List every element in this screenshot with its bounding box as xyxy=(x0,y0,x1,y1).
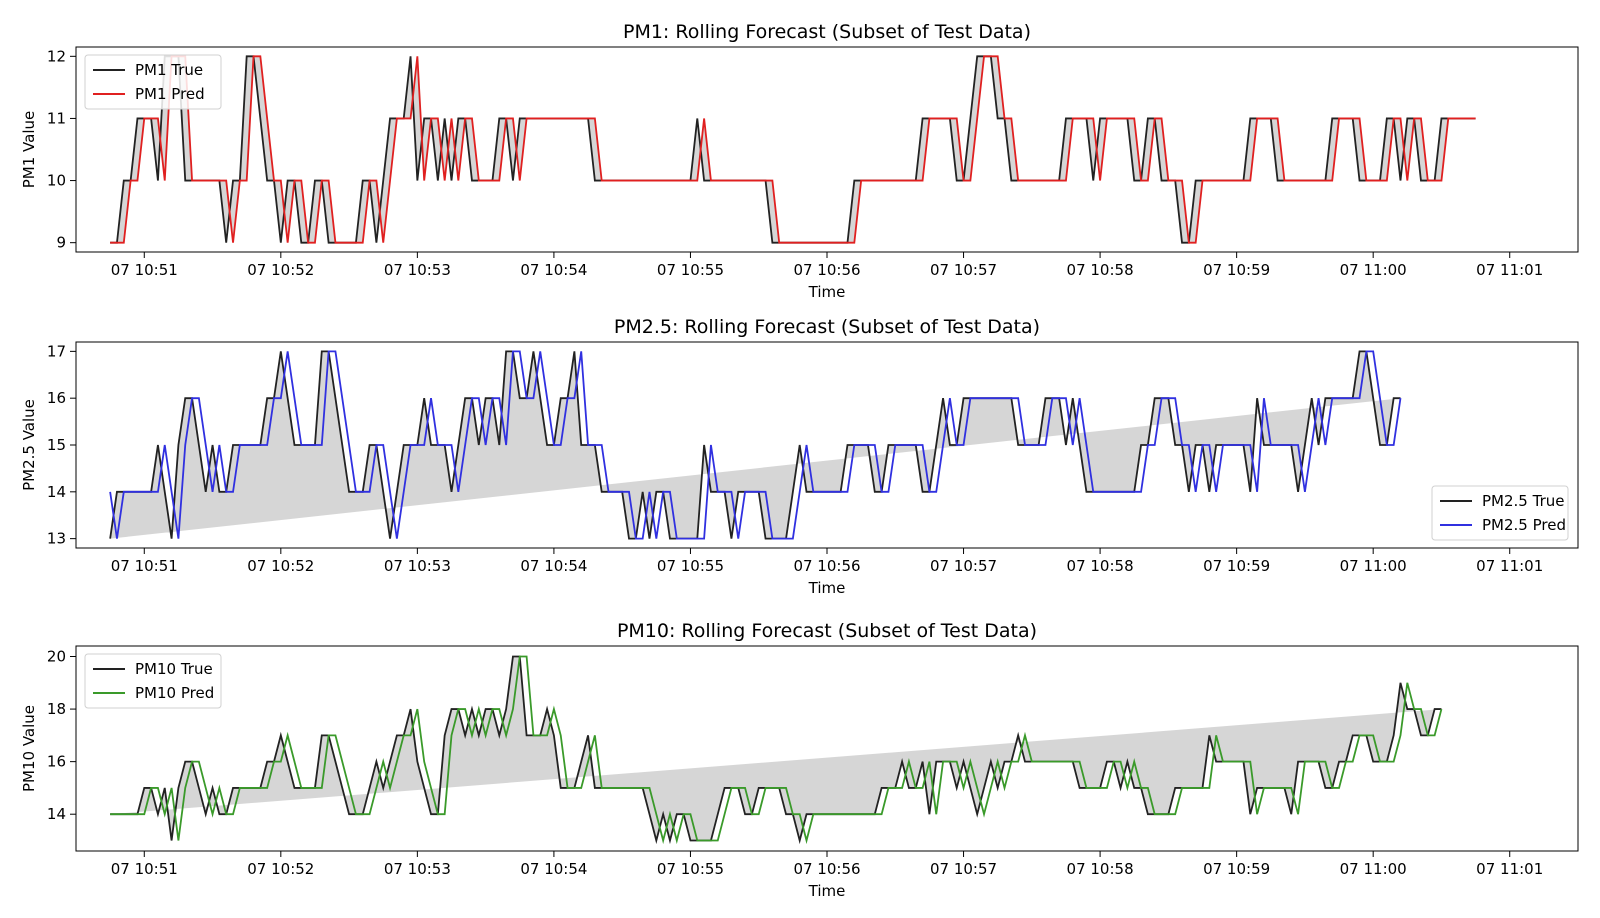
x-tick-label: 07 10:53 xyxy=(384,557,451,575)
x-axis-label: Time xyxy=(808,882,846,900)
error-band xyxy=(110,351,1401,539)
y-tick-label: 11 xyxy=(47,109,66,127)
x-tick-label: 07 10:55 xyxy=(657,557,724,575)
x-tick-label: 07 10:51 xyxy=(111,261,178,279)
x-tick-label: 07 11:01 xyxy=(1476,557,1543,575)
y-tick-label: 14 xyxy=(47,805,66,823)
x-tick-label: 07 10:57 xyxy=(930,860,997,878)
x-tick-label: 07 10:56 xyxy=(793,860,860,878)
x-tick-label: 07 10:55 xyxy=(657,261,724,279)
y-axis-label: PM1 Value xyxy=(20,111,38,189)
x-tick-label: 07 10:56 xyxy=(793,557,860,575)
y-tick-label: 16 xyxy=(47,389,66,407)
legend-box xyxy=(1431,485,1569,541)
x-tick-label: 07 10:58 xyxy=(1067,261,1134,279)
x-tick-label: 07 11:00 xyxy=(1340,557,1407,575)
chart-panel-2: 07 10:51 07 10:52 07 10:53 07 10:54 07 10:55… xyxy=(20,316,1579,597)
x-tick-label: 07 10:57 xyxy=(930,261,997,279)
x-tick-label: 07 11:00 xyxy=(1340,261,1407,279)
legend-label: PM10 True xyxy=(135,660,213,678)
y-tick-label: 18 xyxy=(47,700,66,718)
x-tick-label: 07 11:01 xyxy=(1476,860,1543,878)
x-tick-label: 07 10:54 xyxy=(520,557,587,575)
x-tick-label: 07 10:58 xyxy=(1067,557,1134,575)
y-tick-label: 14 xyxy=(47,483,66,501)
legend: PM2.5 True PM2.5 Pred xyxy=(1431,485,1569,541)
legend-label: PM10 Pred xyxy=(135,684,214,702)
y-axis-label: PM2.5 Value xyxy=(20,399,38,491)
y-tick-label: 20 xyxy=(47,648,66,666)
x-tick-label: 07 10:56 xyxy=(793,261,860,279)
x-tick-label: 07 10:52 xyxy=(247,261,314,279)
legend-label: PM2.5 True xyxy=(1482,492,1564,510)
y-axis-label: PM10 Value xyxy=(20,705,38,792)
legend-label: PM2.5 Pred xyxy=(1482,516,1566,534)
x-tick-label: 07 10:59 xyxy=(1203,261,1270,279)
chart-panel-3: 07 10:51 07 10:52 07 10:53 07 10:54 07 10:55… xyxy=(20,620,1579,900)
x-tick-label: 07 11:01 xyxy=(1476,261,1543,279)
error-band xyxy=(110,656,1442,841)
x-axis-label: Time xyxy=(808,283,846,301)
legend-box xyxy=(84,54,222,110)
y-tick-label: 10 xyxy=(47,172,66,190)
x-tick-label: 07 10:55 xyxy=(657,860,724,878)
legend-label: PM1 Pred xyxy=(135,85,205,103)
series-line-pred xyxy=(110,655,1443,845)
x-tick-label: 07 10:59 xyxy=(1203,860,1270,878)
y-tick-label: 12 xyxy=(47,47,66,65)
x-tick-label: 07 10:53 xyxy=(384,261,451,279)
x-tick-label: 07 10:58 xyxy=(1067,860,1134,878)
legend-box xyxy=(84,653,222,709)
chart-panel-1: 07 10:51 07 10:52 07 10:53 07 10:54 07 10:55… xyxy=(20,21,1579,301)
x-tick-label: 07 10:54 xyxy=(520,261,587,279)
series-line-pred xyxy=(110,55,1476,244)
x-tick-label: 07 10:51 xyxy=(111,860,178,878)
x-tick-label: 07 10:57 xyxy=(930,557,997,575)
x-tick-label: 07 10:52 xyxy=(247,557,314,575)
x-tick-label: 07 10:51 xyxy=(111,557,178,575)
axes-frame xyxy=(75,645,1579,852)
x-tick-label: 07 10:52 xyxy=(247,860,314,878)
x-axis-label: Time xyxy=(808,579,846,597)
y-tick-label: 13 xyxy=(47,530,66,548)
x-tick-label: 07 10:53 xyxy=(384,860,451,878)
x-tick-label: 07 11:00 xyxy=(1340,860,1407,878)
legend: PM10 True PM10 Pred xyxy=(84,653,222,709)
y-tick-label: 15 xyxy=(47,436,66,454)
legend: PM1 True PM1 Pred xyxy=(84,54,222,110)
y-tick-label: 9 xyxy=(56,234,66,252)
y-tick-label: 17 xyxy=(47,342,66,360)
chart-title: PM2.5: Rolling Forecast (Subset of Test … xyxy=(614,316,1040,338)
series-line-pred xyxy=(109,350,1402,540)
x-tick-label: 07 10:54 xyxy=(520,860,587,878)
error-band xyxy=(110,56,1476,243)
chart-title: PM10: Rolling Forecast (Subset of Test D… xyxy=(617,620,1037,642)
chart-title: PM1: Rolling Forecast (Subset of Test Da… xyxy=(623,21,1031,43)
legend-label: PM1 True xyxy=(135,61,203,79)
x-tick-label: 07 10:59 xyxy=(1203,557,1270,575)
y-tick-label: 16 xyxy=(47,753,66,771)
